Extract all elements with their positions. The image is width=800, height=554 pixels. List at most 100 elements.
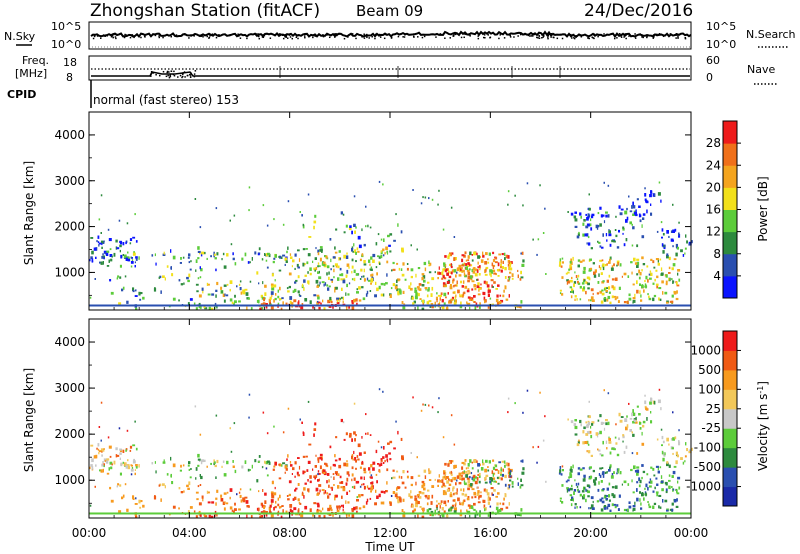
velocity-cell [260,515,264,518]
power-cell [471,269,473,273]
velocity-cell [323,491,325,495]
noise-search-dot [335,33,337,35]
noise-search-dot [550,36,552,38]
power-cell [588,207,591,211]
velocity-cell [461,474,463,477]
power-cell [676,290,678,294]
power-cell [561,257,564,260]
power-cell [567,211,569,213]
noise-search-dot [641,36,643,38]
power-cell [197,246,200,250]
power-cell [574,298,576,301]
velocity-cell [447,500,449,503]
power-cell [443,262,446,265]
power-cell [565,272,568,275]
noise-search-dot [199,35,201,38]
noise-search-dot [662,35,665,38]
velocity-cell [446,488,450,492]
velocity-cell [188,468,191,471]
velocity-cell [332,473,335,475]
velocity-cell [623,450,626,454]
velocity-cell [467,483,471,487]
power-cell [603,220,606,224]
velocity-cell [215,502,217,506]
power-cell [318,276,322,280]
velocity-cell [622,435,625,439]
velocity-cell [590,434,593,439]
power-cell [234,294,236,298]
noise-search-dot [361,36,363,38]
velocity-cell [332,513,334,517]
noise-search-dot [547,34,550,37]
noise-search-dot [463,36,465,39]
velocity-cell [581,490,585,493]
velocity-cell [135,464,138,467]
noise-search-dot [277,33,280,36]
power-cell [509,264,512,268]
power-cell [355,226,357,229]
velocity-cell [418,491,422,494]
power-cell [285,260,288,263]
noise-search-dot [303,35,306,37]
power-cell [519,278,522,281]
power-cell [495,298,499,303]
velocity-cell [658,505,660,509]
power-cell [463,262,465,265]
colorbar-tick-label: 12 [706,225,721,239]
velocity-cell [226,502,229,505]
velocity-cell [138,464,140,468]
power-cell [180,283,184,286]
power-cell [115,239,118,243]
power-cell [356,291,359,294]
noise-search-dot [561,37,564,40]
velocity-cell [436,500,438,503]
velocity-cell [497,470,500,474]
velocity-cell [607,421,610,426]
velocity-cell [467,467,470,469]
velocity-cell [339,475,342,479]
power-cell [475,302,478,306]
power-cell [635,213,638,217]
power-cell [607,184,610,187]
velocity-cell [471,505,474,509]
power-cell [135,289,137,292]
noise-search-dot [211,33,214,35]
velocity-cell [463,462,466,466]
velocity-cell [660,475,663,479]
velocity-cell [600,480,603,483]
power-cell [615,234,618,238]
power-cell [348,305,351,309]
power-cell [341,273,343,276]
power-cell [617,262,619,266]
power-cell [504,285,507,290]
power-cell [517,274,519,279]
velocity-cell [294,475,296,478]
noise-sky-label: N.Sky [4,30,36,43]
velocity-cell [676,454,679,458]
velocity-cell [108,445,112,449]
noise-search-dot [455,33,457,35]
power-cell [431,304,434,309]
power-cell [593,271,596,275]
power-cell [453,236,456,238]
noise-search-dot [415,33,417,35]
velocity-cell [309,480,312,484]
velocity-cell [431,406,434,409]
power-cell [447,255,450,260]
velocity-cell [449,493,453,498]
power-cell [561,261,564,264]
power-cell [570,258,572,262]
velocity-cell [354,438,356,442]
power-cell [288,285,291,289]
power-cell [410,244,412,247]
velocity-cell [462,500,465,504]
velocity-cell [302,431,304,434]
power-cell [571,276,573,280]
noise-search-dot [258,37,261,40]
power-cell [242,290,246,295]
power-cell [608,286,611,290]
noise-search-dot [469,35,471,37]
velocity-cell [483,488,487,492]
power-cell [234,300,237,304]
velocity-cell [207,491,210,494]
